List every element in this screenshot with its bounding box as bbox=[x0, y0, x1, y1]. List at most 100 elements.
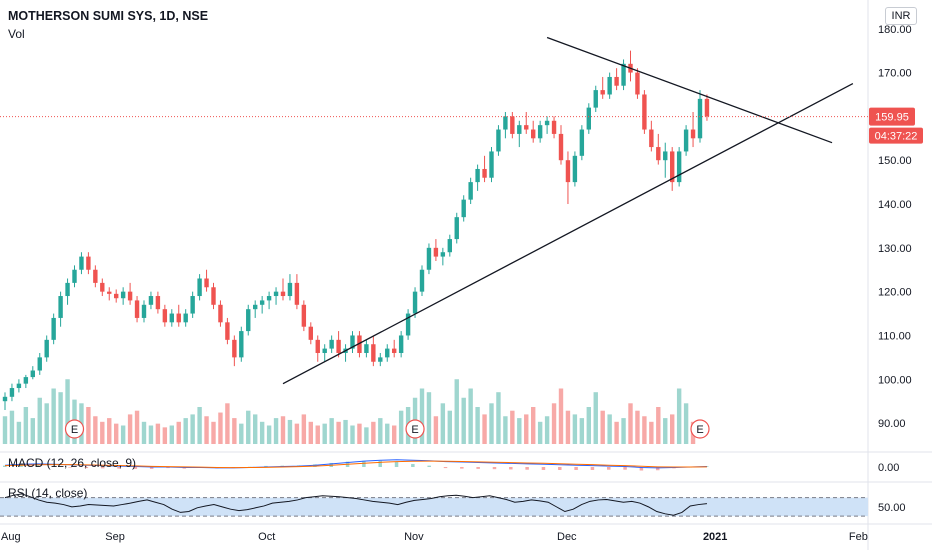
candle-body bbox=[496, 129, 501, 152]
macd-histogram-bar bbox=[362, 460, 366, 467]
volume-bar bbox=[16, 421, 22, 444]
volume-bar bbox=[642, 416, 647, 444]
candle-body bbox=[2, 396, 8, 402]
volume-bar bbox=[2, 416, 8, 444]
volume-bar bbox=[385, 423, 390, 444]
volume-bar bbox=[183, 418, 188, 444]
volume-bar bbox=[670, 414, 675, 444]
candle-body bbox=[30, 370, 35, 378]
volume-bar bbox=[86, 407, 91, 444]
candle-body bbox=[246, 309, 251, 332]
candle-body bbox=[100, 282, 105, 292]
volume-bar bbox=[114, 423, 119, 444]
candle-body bbox=[287, 282, 293, 297]
candle-body bbox=[475, 168, 480, 183]
volume-bar bbox=[510, 410, 515, 444]
macd-histogram-bar bbox=[427, 465, 431, 467]
candle-body bbox=[211, 287, 216, 305]
macd-histogram-bar bbox=[558, 467, 562, 470]
macd-histogram-bar bbox=[607, 467, 611, 470]
macd-histogram-bar bbox=[51, 466, 56, 467]
volume-bar bbox=[433, 416, 439, 444]
volume-bar bbox=[176, 421, 181, 444]
candle-body bbox=[378, 357, 383, 362]
candle-body bbox=[23, 377, 29, 384]
support-trendline bbox=[282, 82, 854, 385]
volume-bar bbox=[371, 421, 376, 444]
candle-body bbox=[371, 344, 376, 362]
macd-histogram-bar bbox=[394, 461, 399, 467]
volume-bar bbox=[565, 410, 571, 444]
candle-body bbox=[364, 344, 369, 353]
y-tick-label: 180.00 bbox=[878, 24, 912, 36]
macd-histogram-bar bbox=[117, 467, 121, 469]
volume-bar bbox=[579, 418, 585, 444]
volume-bar bbox=[211, 421, 216, 444]
volume-bar bbox=[127, 414, 133, 444]
candle-body bbox=[565, 160, 571, 183]
volume-bar bbox=[329, 418, 334, 444]
x-tick-label: Sep bbox=[105, 531, 125, 543]
volume-bar bbox=[197, 407, 202, 444]
macd-histogram-bar bbox=[35, 464, 40, 467]
candle-body bbox=[114, 293, 119, 299]
volume-bar bbox=[607, 414, 612, 444]
candle-body bbox=[621, 63, 626, 86]
volume-bar bbox=[357, 423, 362, 444]
volume-bar bbox=[37, 397, 42, 444]
volume-bar bbox=[315, 425, 320, 444]
candle-body bbox=[58, 296, 63, 318]
candle-body bbox=[120, 291, 126, 299]
volume-bar bbox=[190, 414, 195, 444]
candle-body bbox=[676, 151, 682, 183]
currency-button[interactable]: INR bbox=[885, 7, 917, 25]
candle-body bbox=[398, 335, 404, 353]
candle-body bbox=[204, 278, 209, 288]
countdown-badge bbox=[869, 127, 923, 144]
volume-bar bbox=[44, 403, 49, 444]
volume-bar bbox=[58, 392, 63, 444]
volume-bar bbox=[169, 425, 174, 444]
candle-body bbox=[447, 239, 452, 253]
volume-bar bbox=[600, 410, 605, 444]
macd-histogram-bar bbox=[639, 467, 644, 471]
volume-bar bbox=[266, 425, 272, 444]
candle-body bbox=[454, 217, 459, 240]
candle-body bbox=[489, 151, 494, 178]
volume-bar bbox=[218, 412, 223, 444]
rsi-band bbox=[0, 497, 868, 517]
volume-bar bbox=[468, 388, 473, 444]
candle-body bbox=[517, 125, 522, 134]
rsi-mid-label: 50.00 bbox=[878, 502, 906, 514]
volume-bar bbox=[308, 421, 313, 444]
candle-body bbox=[656, 147, 661, 161]
candle-body bbox=[273, 291, 279, 297]
macd-histogram-bar bbox=[574, 467, 578, 470]
macd-histogram-bar bbox=[443, 467, 448, 469]
candle-body bbox=[169, 313, 174, 323]
volume-bar bbox=[537, 421, 543, 444]
macd-zero-label: 0.00 bbox=[878, 462, 899, 474]
candle-body bbox=[510, 116, 515, 134]
earnings-marker-label: E bbox=[411, 424, 418, 436]
volume-bar bbox=[398, 410, 404, 444]
volume-bar bbox=[676, 388, 682, 444]
candle-body bbox=[44, 339, 49, 358]
macd-histogram-bar bbox=[166, 467, 170, 469]
candle-body bbox=[329, 339, 334, 349]
volume-bar bbox=[343, 419, 348, 444]
candle-body bbox=[405, 313, 411, 336]
candle-body bbox=[524, 125, 529, 130]
candle-body bbox=[253, 304, 258, 310]
volume-bar bbox=[225, 403, 230, 444]
candle-body bbox=[308, 326, 313, 340]
candle-body bbox=[37, 357, 42, 371]
candle-body bbox=[690, 129, 696, 139]
volume-bar bbox=[141, 421, 147, 444]
y-tick-label: 140.00 bbox=[878, 199, 912, 211]
chart-title: MOTHERSON SUMI SYS, 1D, NSE bbox=[8, 9, 209, 23]
resistance-trendline bbox=[546, 36, 833, 144]
volume-bar bbox=[336, 421, 341, 444]
